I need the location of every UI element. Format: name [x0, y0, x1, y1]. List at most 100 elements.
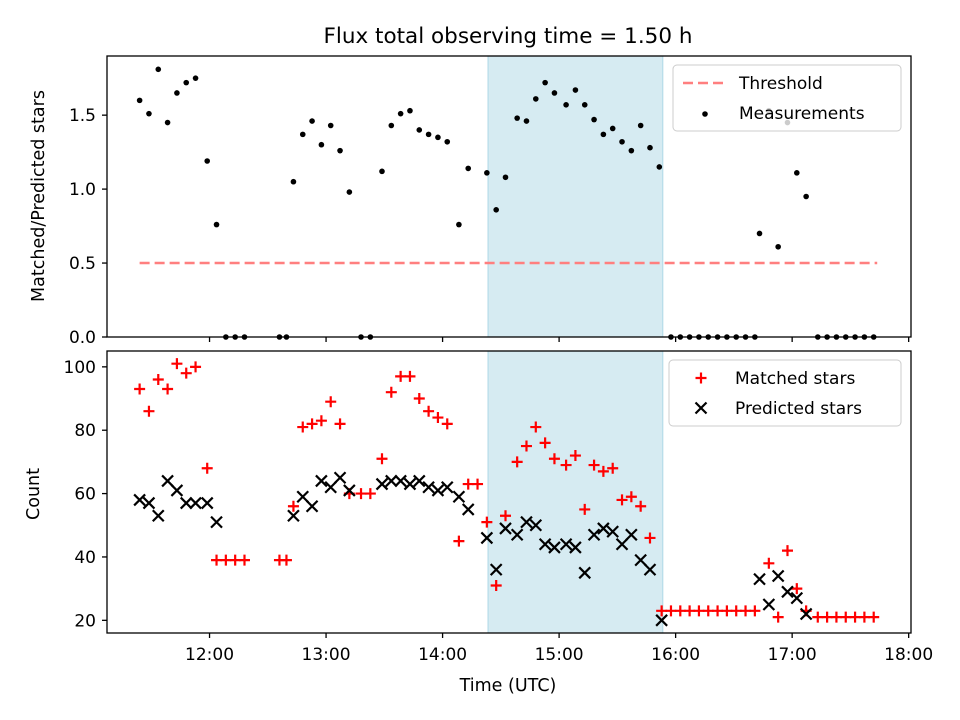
legend-x-swatch — [694, 401, 708, 415]
data-point — [489, 563, 503, 576]
top-legend: Threshold Measurements — [672, 64, 902, 132]
data-point — [542, 79, 548, 86]
data-point — [385, 474, 398, 488]
data-point — [422, 480, 435, 494]
data-point — [346, 189, 353, 195]
x-axis-label: Time (UTC) — [459, 676, 557, 696]
data-point — [712, 605, 724, 617]
data-point — [721, 605, 733, 617]
data-point — [762, 598, 776, 611]
data-point — [781, 585, 794, 599]
data-point — [189, 496, 202, 510]
data-point — [395, 370, 407, 382]
data-point — [858, 611, 870, 623]
data-point — [453, 535, 465, 547]
data-point — [588, 459, 600, 471]
data-point — [465, 165, 472, 172]
bottom-series-predicted-stars — [133, 471, 813, 627]
data-point — [407, 107, 413, 114]
data-point — [211, 554, 223, 566]
data-point — [404, 370, 416, 382]
data-point — [210, 515, 223, 529]
data-point — [431, 484, 445, 497]
data-point — [775, 243, 781, 250]
data-point — [684, 605, 696, 617]
data-point — [625, 528, 638, 542]
data-point — [364, 488, 376, 500]
data-point — [647, 144, 653, 151]
data-point — [355, 488, 367, 500]
y-tick-label: 1.0 — [69, 180, 96, 200]
data-point — [702, 605, 714, 617]
data-point — [740, 605, 752, 617]
data-point — [772, 611, 784, 623]
data-point — [500, 510, 512, 522]
data-point — [325, 396, 337, 408]
top-axes-frame — [106, 55, 912, 338]
data-point — [830, 611, 842, 623]
y-tick-label: 40 — [74, 548, 96, 568]
data-point — [379, 168, 385, 175]
y-tick-label: 0.5 — [69, 254, 96, 274]
data-point — [287, 500, 299, 512]
data-point — [192, 75, 199, 81]
data-point — [238, 554, 250, 566]
data-point — [375, 477, 389, 491]
data-point — [803, 193, 809, 200]
data-point — [749, 605, 761, 617]
bottom-highlight-span — [487, 350, 664, 634]
data-point — [435, 134, 441, 141]
data-point — [530, 421, 542, 433]
data-point — [385, 386, 397, 398]
data-point — [551, 90, 558, 96]
data-point — [337, 147, 343, 154]
legend-label: Matched stars — [735, 369, 855, 389]
data-point — [306, 418, 318, 430]
legend-box — [672, 64, 902, 132]
data-point — [472, 478, 484, 490]
data-point — [607, 462, 619, 474]
data-point — [572, 87, 579, 93]
data-point — [538, 538, 552, 551]
data-point — [812, 611, 824, 623]
data-point — [490, 579, 502, 591]
data-point — [523, 118, 530, 124]
data-point — [794, 170, 800, 176]
legend-label: Measurements — [739, 104, 865, 124]
data-point — [656, 605, 668, 617]
data-point — [290, 178, 297, 185]
data-point — [480, 531, 494, 545]
data-point — [416, 127, 423, 133]
data-point — [499, 522, 512, 535]
data-point — [142, 496, 156, 510]
data-point — [771, 569, 785, 583]
data-point — [170, 484, 184, 497]
data-point — [318, 141, 325, 148]
y-tick-label: 20 — [74, 611, 96, 631]
data-point — [440, 480, 454, 494]
data-point — [461, 503, 475, 516]
data-point — [655, 614, 668, 627]
data-point — [674, 605, 686, 617]
data-point — [179, 496, 193, 510]
data-point — [280, 554, 292, 566]
data-point — [533, 96, 539, 102]
data-point — [484, 170, 490, 176]
chart-title: Flux total observing time = 1.50 h — [324, 24, 693, 49]
data-point — [821, 611, 833, 623]
legend-dot-swatch — [702, 111, 708, 117]
data-point — [444, 138, 451, 145]
data-point — [587, 528, 601, 542]
data-point — [560, 459, 572, 471]
data-point — [143, 405, 155, 417]
data-point — [730, 605, 742, 617]
data-point — [756, 230, 763, 237]
data-point — [287, 509, 300, 523]
data-point — [511, 456, 523, 468]
data-point — [297, 421, 309, 433]
data-point — [151, 509, 165, 523]
data-point — [514, 115, 520, 121]
data-point — [327, 122, 334, 129]
data-point — [628, 147, 635, 154]
